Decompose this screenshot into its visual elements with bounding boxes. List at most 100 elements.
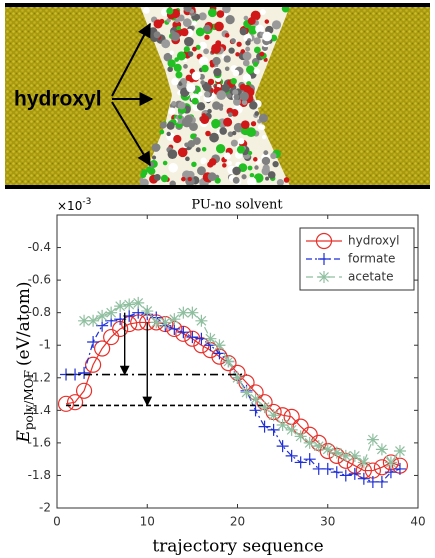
atom bbox=[236, 41, 242, 47]
atom bbox=[169, 50, 174, 55]
atom bbox=[246, 65, 255, 74]
point bbox=[204, 332, 217, 345]
atom bbox=[258, 113, 268, 123]
atom bbox=[161, 39, 171, 49]
atom bbox=[163, 52, 173, 62]
point bbox=[141, 305, 154, 318]
atom bbox=[221, 83, 230, 93]
point bbox=[66, 394, 84, 411]
atom bbox=[254, 111, 260, 116]
atom bbox=[184, 114, 193, 124]
atom bbox=[250, 121, 257, 127]
point bbox=[231, 371, 244, 384]
atom bbox=[186, 83, 196, 93]
atom bbox=[159, 129, 165, 135]
atom bbox=[239, 27, 248, 36]
point bbox=[123, 298, 136, 311]
atom bbox=[213, 67, 222, 77]
point bbox=[78, 366, 91, 379]
atom bbox=[223, 117, 233, 127]
mof-atoms bbox=[139, 3, 290, 188]
atom bbox=[177, 101, 186, 110]
atom bbox=[173, 134, 182, 144]
point bbox=[373, 459, 390, 476]
atom bbox=[261, 156, 271, 166]
legend-marker bbox=[315, 232, 333, 250]
atom bbox=[198, 12, 207, 21]
atom bbox=[181, 176, 186, 182]
y-tick-label: -0.4 bbox=[28, 240, 51, 254]
atom bbox=[233, 97, 241, 106]
atom bbox=[174, 18, 180, 23]
multiplier-exponent: -3 bbox=[82, 197, 91, 207]
atom bbox=[187, 51, 194, 57]
x-tick-label: 10 bbox=[140, 515, 155, 529]
atom bbox=[183, 64, 188, 69]
atom bbox=[151, 143, 161, 152]
atom bbox=[192, 137, 201, 145]
atom bbox=[216, 90, 227, 101]
atom bbox=[182, 18, 192, 28]
atom bbox=[223, 152, 231, 160]
atom bbox=[233, 94, 240, 100]
atom bbox=[263, 150, 269, 156]
atom bbox=[159, 121, 167, 129]
legend-label: formate bbox=[348, 252, 395, 266]
atom bbox=[191, 97, 199, 105]
atom bbox=[207, 8, 217, 18]
atom bbox=[212, 101, 221, 110]
atom bbox=[160, 174, 169, 183]
atom bbox=[259, 124, 266, 131]
point bbox=[96, 309, 109, 322]
atom bbox=[261, 135, 267, 140]
atom bbox=[241, 174, 247, 180]
atom bbox=[267, 171, 276, 179]
atom bbox=[240, 49, 246, 54]
simulation-image: hydroxyl bbox=[5, 3, 430, 189]
atom bbox=[180, 28, 189, 37]
atom bbox=[204, 34, 210, 40]
atom bbox=[200, 159, 206, 165]
atom bbox=[195, 27, 205, 37]
atom bbox=[240, 120, 250, 129]
point bbox=[339, 449, 352, 462]
atom bbox=[211, 120, 220, 129]
point bbox=[294, 456, 307, 469]
atom bbox=[153, 19, 163, 29]
atom bbox=[245, 46, 251, 52]
atom bbox=[203, 48, 209, 55]
atom bbox=[253, 173, 264, 183]
atom bbox=[171, 101, 177, 106]
atom bbox=[262, 164, 270, 172]
point bbox=[186, 331, 199, 344]
y-multiplier: ×10-3 bbox=[57, 197, 91, 213]
atom bbox=[168, 107, 176, 115]
atom bbox=[171, 77, 179, 86]
atom bbox=[196, 102, 206, 111]
atom bbox=[271, 20, 282, 30]
atom bbox=[276, 179, 284, 187]
atom bbox=[167, 66, 173, 73]
atom bbox=[232, 89, 239, 96]
point bbox=[267, 409, 280, 422]
y-label-main: E bbox=[14, 430, 34, 444]
x-tick-label: 0 bbox=[53, 515, 61, 529]
atom bbox=[227, 131, 234, 137]
atom bbox=[283, 177, 290, 183]
atom bbox=[224, 66, 230, 72]
atom bbox=[198, 41, 207, 50]
atom bbox=[270, 34, 278, 42]
atom bbox=[230, 38, 236, 44]
y-axis-label: Epoly/MOF (eV/atom) bbox=[14, 281, 36, 443]
atom bbox=[253, 68, 260, 75]
atom bbox=[247, 177, 257, 187]
chart: PU-no solvent trajectory sequence ×10-3 … bbox=[14, 197, 426, 557]
atom bbox=[246, 81, 252, 87]
point bbox=[384, 456, 397, 469]
atom bbox=[143, 7, 150, 14]
atom bbox=[230, 139, 238, 147]
atom bbox=[167, 59, 176, 68]
point bbox=[78, 314, 91, 327]
arrow bbox=[111, 101, 151, 167]
atom bbox=[264, 19, 270, 24]
